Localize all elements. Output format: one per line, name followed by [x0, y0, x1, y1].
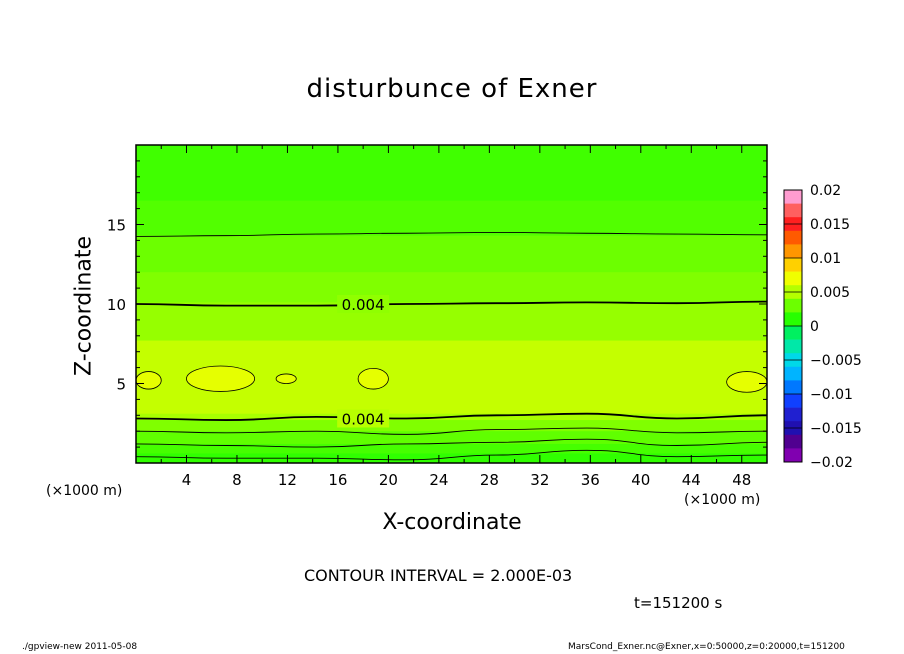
colorbar-segment-13	[784, 366, 802, 381]
high-cell-2	[275, 373, 297, 384]
contour-line-2	[136, 412, 767, 421]
y-tick-label-0: 5	[116, 376, 126, 394]
contour-line-0	[136, 231, 767, 237]
heatmap-band-2	[136, 200, 767, 237]
x-axis-label: X-coordinate	[382, 510, 522, 535]
colorbar-segment-15	[784, 394, 802, 408]
contour-line-1	[136, 300, 767, 307]
contour-line-3	[136, 427, 767, 435]
high-cell-1	[186, 365, 256, 392]
x-tick-label-7: 32	[530, 471, 549, 489]
colorbar-segment-3	[784, 230, 802, 245]
contour-line-5	[136, 449, 767, 461]
footer-right: MarsCond_Exner.nc@Exner,x=0:50000,z=0:20…	[568, 642, 845, 652]
colorbar-segment-1	[784, 203, 802, 218]
footer-left: ./gpview-new 2011-05-08	[22, 642, 138, 652]
colorbar-label-0: 0.02	[810, 183, 841, 199]
colorbar-label-3: 0.005	[810, 285, 850, 301]
colorbar-segment-8	[784, 298, 802, 313]
x-tick-label-8: 36	[581, 471, 600, 489]
heatmap-band-8	[136, 420, 767, 432]
colorbar-segment-6	[784, 271, 802, 286]
colorbar-label-7: −0.015	[810, 421, 862, 437]
colorbar-label-2: 0.01	[810, 251, 841, 267]
colorbar-label-5: −0.005	[810, 353, 862, 369]
high-cell-0	[136, 371, 162, 390]
high-cell-3	[357, 367, 389, 390]
x-axis-unit: (×1000 m)	[684, 492, 761, 508]
y-axis-label: Z-coordinate	[71, 236, 97, 376]
heatmap-band-10	[136, 443, 767, 454]
contour-label-bg-2	[337, 409, 390, 428]
y-tick-label-1: 10	[107, 296, 126, 314]
time-label: t=151200 s	[634, 594, 723, 612]
contour-interval: CONTOUR INTERVAL = 2.000E-03	[304, 566, 573, 585]
x-tick-label-2: 12	[278, 471, 297, 489]
x-tick-label-11: 48	[732, 471, 751, 489]
contour-line-4	[136, 438, 767, 448]
contour-lines: 0.004 0.004	[136, 231, 767, 461]
contour-label-1: 0.004	[342, 296, 385, 314]
colorbar-segment-10	[784, 326, 802, 340]
x-tick-label-6: 28	[480, 471, 499, 489]
colorbar-segment-19	[784, 448, 802, 463]
heatmap-band-11	[136, 453, 767, 463]
colorbar-label-4: 0	[810, 319, 819, 335]
colorbar-label-8: −0.02	[810, 455, 853, 471]
heatmap-bands	[136, 145, 767, 463]
colorbar-segment-5	[784, 258, 802, 272]
x-tick-label-10: 44	[682, 471, 701, 489]
colorbar-segment-16	[784, 407, 802, 422]
heatmap-band-5	[136, 302, 767, 342]
x-axis-ticks: 4 8 12 16 20 24 28 32 36 40 44 48	[160, 145, 751, 489]
heatmap-band-1	[136, 146, 767, 202]
x-tick-label-9: 40	[631, 471, 650, 489]
high-cell-4	[726, 371, 767, 393]
y-tick-label-2: 15	[107, 217, 126, 235]
x-tick-label-3: 16	[328, 471, 347, 489]
colorbar-segment-9	[784, 312, 802, 327]
heatmap-band-3	[136, 235, 767, 273]
y-axis-ticks: 5 10 15	[107, 160, 767, 448]
contour-label-2: 0.004	[342, 410, 385, 428]
x-tick-label-5: 24	[429, 471, 448, 489]
x-tick-label-4: 20	[379, 471, 398, 489]
contour-label-bg-1	[337, 295, 390, 313]
heatmap-highs	[136, 365, 767, 393]
colorbar-segment-14	[784, 380, 802, 395]
x-tick-label-1: 8	[232, 471, 242, 489]
heatmap-band-9	[136, 431, 767, 445]
chart-title: disturbunce of Exner	[306, 74, 598, 104]
colorbar-segment-18	[784, 434, 802, 449]
colorbar-segment-4	[784, 244, 802, 259]
colorbar-label-1: 0.015	[810, 217, 850, 233]
colorbar-label-6: −0.01	[810, 387, 853, 403]
colorbar-segment-0	[784, 190, 802, 204]
y-axis-unit: (×1000 m)	[46, 483, 123, 499]
x-tick-label-0: 4	[182, 471, 192, 489]
heatmap-band-4	[136, 272, 767, 303]
heatmap-band-0	[136, 145, 767, 148]
colorbar: 0.02 0.015 0.01 0.005 0 −0.005 −0.01 −0.015 −0.0…	[783, 183, 862, 471]
colorbar-segment-11	[784, 339, 802, 354]
